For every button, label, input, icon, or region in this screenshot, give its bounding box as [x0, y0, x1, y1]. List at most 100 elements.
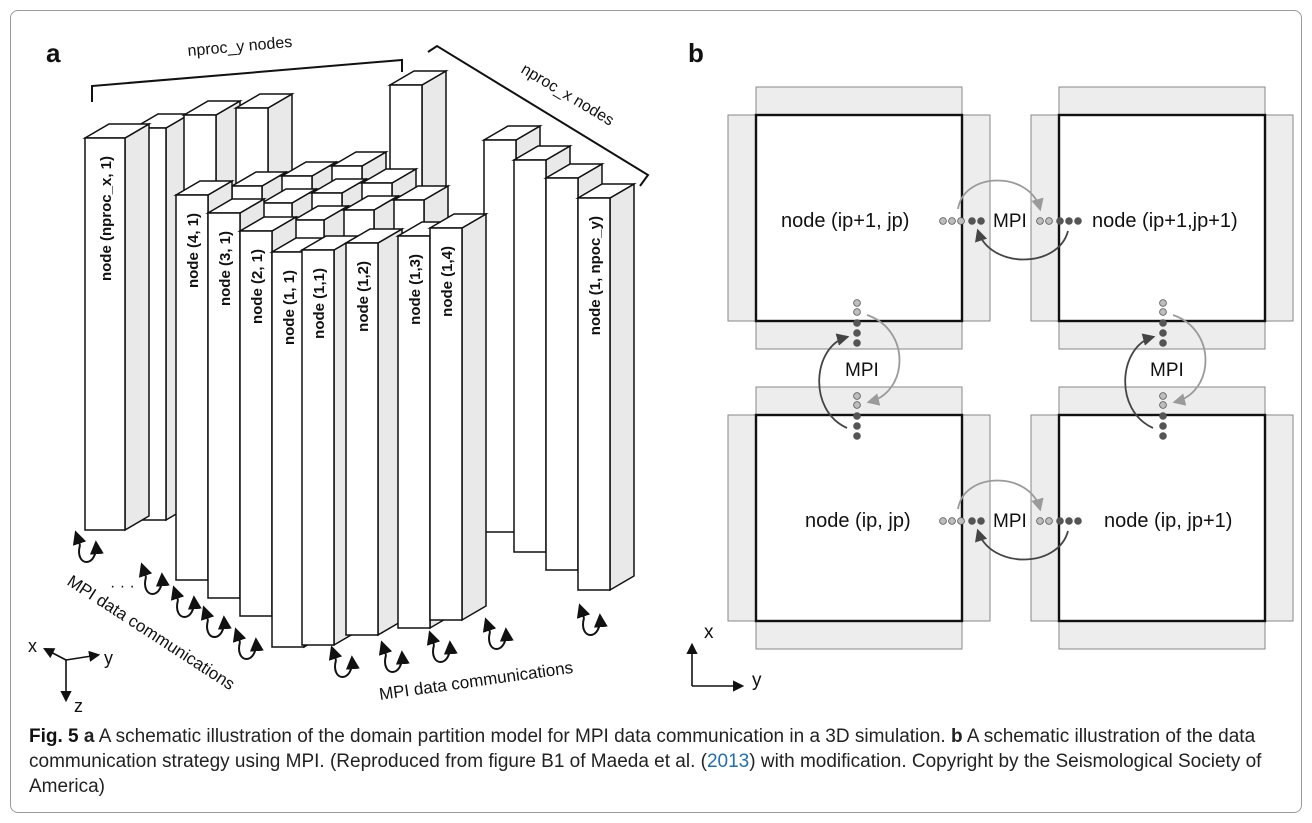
ghost-dot-dark	[1159, 319, 1167, 327]
node-bottom-right-label: node (ip, jp+1)	[1104, 510, 1232, 532]
caption-fig-label: Fig. 5	[29, 726, 79, 747]
mpi-exchange-bottom	[939, 479, 1082, 561]
ghost-dot-dark	[1159, 422, 1167, 430]
mpi-exchange-left	[818, 299, 901, 440]
node-box-bottom-right	[1030, 386, 1294, 650]
ghost-dot-light	[853, 392, 861, 400]
mpi-label-top: MPI	[993, 211, 1027, 232]
ghost-dot-light	[957, 217, 965, 225]
figure-frame	[10, 10, 1302, 813]
back-column-nproc-x-label: node (nproc_x, 1)	[98, 156, 115, 281]
ghost-dot-light	[1045, 517, 1053, 525]
left-column-3-1-label: node (3, 1)	[217, 231, 234, 306]
ghost-dot-dark	[853, 329, 861, 337]
ghost-dot-light	[957, 517, 965, 525]
ghost-dot-light	[948, 517, 956, 525]
mpi-arrow-left-3	[200, 605, 232, 638]
ghost-dot-light	[853, 299, 861, 307]
mpi-arrow-left-1	[138, 562, 170, 595]
caption-a-text: A schematic illustration of the domain p…	[98, 726, 946, 747]
ghost-dot-light	[1159, 299, 1167, 307]
right-column-npoc-y: node (1, npoc_y)	[575, 182, 637, 592]
mpi-arrow-left-2	[170, 585, 202, 618]
front-column-1-2-label: node (1,2)	[355, 261, 372, 332]
panel-b: b node (ip+1, jp) node (ip+1,jp+1) node …	[686, 38, 1294, 692]
mpi-exchange-top	[939, 179, 1082, 261]
node-box-top-right	[1030, 86, 1294, 350]
ghost-dot-light	[948, 217, 956, 225]
ghost-dot-dark	[1056, 217, 1064, 225]
ghost-dot-light	[853, 308, 861, 316]
axis-x2-label: x	[704, 622, 714, 643]
ghost-dot-dark	[1065, 517, 1073, 525]
ghost-dot-dark	[1074, 217, 1082, 225]
ghost-dot-light	[939, 517, 947, 525]
mpi-arrow-left-4	[232, 627, 264, 660]
axes-2d: x y	[686, 622, 762, 692]
ghost-dot-dark	[853, 432, 861, 440]
nproc-x-bracket	[427, 44, 650, 187]
ghost-dot-light	[1036, 517, 1044, 525]
node-box-top-left	[727, 86, 991, 350]
axis-y-label: y	[104, 648, 113, 668]
front-column-1-4-label: node (1,4)	[439, 246, 456, 317]
axis-y2-label: y	[752, 670, 762, 691]
ghost-dot-dark	[853, 412, 861, 420]
ghost-dot-dark	[1056, 517, 1064, 525]
ghost-dot-dark	[968, 517, 976, 525]
mpi-arrow-bottom-1	[378, 640, 410, 673]
front-column-1-1-label: node (1,1)	[311, 268, 328, 339]
ghost-dot-light	[1159, 401, 1167, 409]
caption-b-label: b	[950, 726, 963, 747]
ghost-dot-light	[853, 401, 861, 409]
ghost-dot-dark	[1159, 329, 1167, 337]
ghost-dot-light	[1045, 217, 1053, 225]
right-column-npoc-y-label: node (1, npoc_y)	[587, 216, 604, 335]
ellipsis: · · ·	[110, 578, 135, 595]
mpi-arrows-left	[72, 530, 264, 660]
panel-b-label: b	[688, 38, 704, 68]
ghost-dot-dark	[853, 339, 861, 347]
node-boxes	[727, 86, 1294, 650]
column-grid: node (nproc_x, 1) node (1, npoc_y) node (4…	[82, 69, 637, 649]
left-column-4-1-label: node (4, 1)	[185, 213, 202, 288]
front-column-1-4: node (1,4)	[427, 212, 489, 622]
ghost-dot-dark	[853, 422, 861, 430]
ghost-dot-light	[1036, 217, 1044, 225]
ghost-dot-dark	[977, 517, 985, 525]
mpi-arrow-bottom-4	[576, 603, 608, 636]
axis-x-label: x	[28, 636, 37, 656]
mpi-arrow-bottom-2	[426, 630, 458, 663]
caption-reference-link[interactable]: 2013	[706, 751, 750, 772]
panel-a-label: a	[46, 38, 61, 68]
left-column-2-1-label: node (2, 1)	[249, 249, 266, 324]
caption-a-label: a	[83, 726, 95, 747]
ghost-dot-dark	[1159, 412, 1167, 420]
figure-caption: Fig. 5 a A schematic illustration of the…	[29, 724, 1279, 799]
ghost-dot-dark	[853, 319, 861, 327]
ghost-dot-dark	[1159, 432, 1167, 440]
ghost-dot-dark	[968, 217, 976, 225]
mpi-label-left: MPI	[845, 360, 879, 381]
front-column-1-2: node (1,2)	[343, 227, 405, 637]
node-top-right-label: node (ip+1,jp+1)	[1092, 210, 1238, 232]
mpi-label-bottom: MPI	[993, 511, 1027, 532]
nproc-y-bracket	[91, 58, 403, 102]
front-column-1-3-label: node (1,3)	[407, 254, 424, 325]
ghost-dot-light	[1159, 392, 1167, 400]
left-column-1-1-label: node (1, 1)	[281, 270, 298, 345]
ghost-dot-light	[939, 217, 947, 225]
caption-tail-text: ) with modification. Copyright by the Se…	[29, 751, 1262, 797]
ghost-dot-dark	[1065, 217, 1073, 225]
mpi-exchanges	[818, 179, 1207, 561]
caption-b-text: A schematic illustration of the data com…	[29, 726, 1256, 772]
mpi-arrows-bottom	[328, 603, 608, 678]
nproc-x-label: nproc_x nodes	[518, 61, 617, 130]
back-column-nproc-x: node (nproc_x, 1)	[82, 122, 152, 532]
panel-a: a nproc_y nodes nproc_x nodes node (npro…	[28, 34, 650, 716]
nproc-y-label: nproc_y nodes	[187, 34, 293, 60]
ghost-dot-dark	[1159, 339, 1167, 347]
mpi-exchange-right	[1124, 299, 1207, 440]
axis-z-label: z	[74, 696, 83, 716]
